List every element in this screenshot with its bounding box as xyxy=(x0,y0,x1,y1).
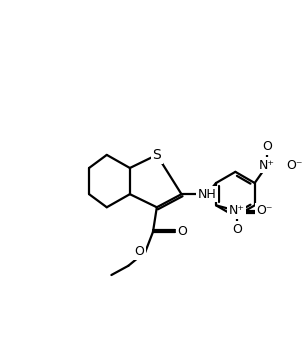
Text: N⁺: N⁺ xyxy=(259,159,275,172)
Text: N⁺: N⁺ xyxy=(229,204,245,217)
Text: NH: NH xyxy=(197,188,216,201)
Text: O: O xyxy=(177,225,187,238)
Text: O: O xyxy=(232,223,242,236)
Text: O: O xyxy=(262,141,272,153)
Text: O⁻: O⁻ xyxy=(256,204,273,217)
Text: O: O xyxy=(134,245,144,258)
Text: O⁻: O⁻ xyxy=(286,159,303,172)
Text: S: S xyxy=(152,148,161,162)
